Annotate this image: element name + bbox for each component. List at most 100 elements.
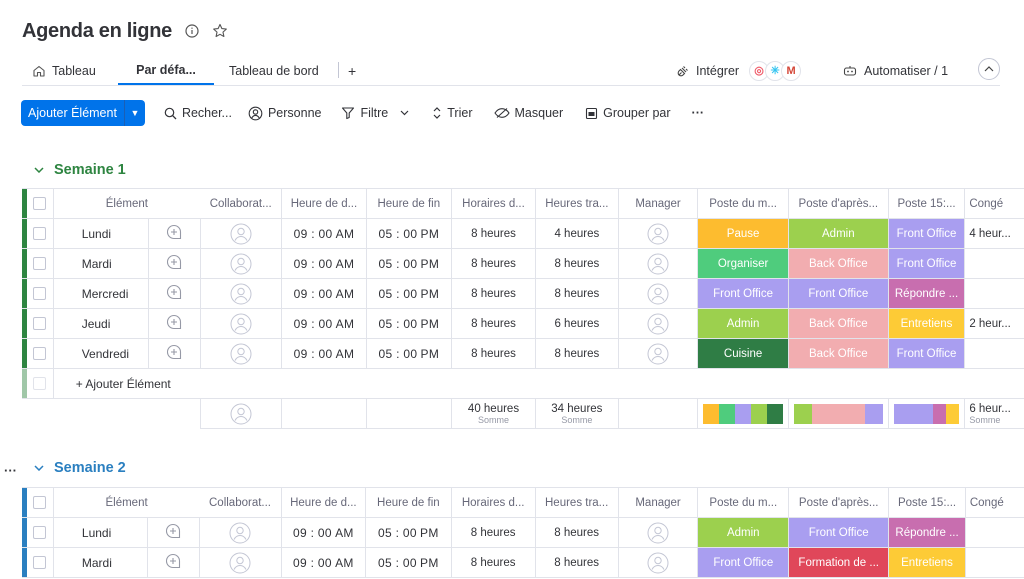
worked-hours[interactable]: 8 heures bbox=[535, 517, 619, 548]
column-header-worked[interactable]: Heures tra... bbox=[535, 487, 619, 518]
end-time-cell[interactable]: 05 : 00 PM bbox=[366, 338, 453, 369]
item-name[interactable]: Lundi bbox=[53, 517, 149, 548]
column-header-end[interactable]: Heure de fin bbox=[365, 487, 452, 518]
checkbox-cell[interactable] bbox=[26, 218, 54, 249]
column-header-afternoon[interactable]: Poste d'après... bbox=[788, 188, 889, 219]
status-afternoon[interactable]: Back Office bbox=[788, 308, 889, 339]
worked-hours[interactable]: 8 heures bbox=[535, 338, 619, 369]
column-header-manager[interactable]: Manager bbox=[618, 188, 699, 219]
add-update-button[interactable] bbox=[148, 338, 201, 369]
table-row[interactable]: Vendredi 09 : 00 AM 05 : 00 PM 8 heures 8 he… bbox=[22, 338, 1024, 369]
status-late[interactable]: Front Office bbox=[888, 248, 966, 279]
status-afternoon[interactable]: Formation de ... bbox=[788, 547, 890, 578]
worked-hours[interactable]: 8 heures bbox=[535, 248, 619, 279]
column-header-schedule[interactable]: Horaires d... bbox=[451, 188, 536, 219]
schedule-hours[interactable]: 8 heures bbox=[451, 308, 536, 339]
group-header[interactable]: Semaine 1 bbox=[30, 162, 126, 178]
status-late[interactable]: Front Office bbox=[888, 338, 966, 369]
status-morning[interactable]: Front Office bbox=[697, 278, 789, 309]
row-checkbox[interactable] bbox=[33, 227, 47, 240]
leave-cell[interactable] bbox=[964, 248, 1024, 279]
item-name[interactable]: Mardi bbox=[53, 248, 150, 279]
start-time-cell[interactable]: 09 : 00 AM bbox=[281, 338, 367, 369]
status-late[interactable]: Entretiens bbox=[888, 547, 966, 578]
column-header-morning[interactable]: Poste du m... bbox=[697, 188, 789, 219]
tab-default[interactable]: Par défa... bbox=[118, 56, 214, 85]
select-all-checkbox[interactable] bbox=[33, 496, 47, 509]
schedule-hours[interactable]: 8 heures bbox=[451, 517, 536, 548]
search-button[interactable]: Recher... bbox=[164, 106, 232, 120]
end-time-cell[interactable]: 05 : 00 PM bbox=[366, 248, 453, 279]
collapse-header-button[interactable] bbox=[978, 58, 1000, 80]
group-menu-icon[interactable]: ··· bbox=[4, 463, 17, 478]
row-checkbox[interactable] bbox=[33, 257, 47, 270]
add-item-button[interactable]: Ajouter Élément ▼ bbox=[21, 100, 145, 126]
column-header-schedule[interactable]: Horaires d... bbox=[451, 487, 536, 518]
start-time-cell[interactable]: 09 : 00 AM bbox=[281, 517, 366, 548]
column-header-worked[interactable]: Heures tra... bbox=[535, 188, 619, 219]
row-checkbox[interactable] bbox=[33, 526, 47, 539]
manager-cell[interactable] bbox=[618, 517, 699, 548]
chevron-down-icon[interactable] bbox=[400, 110, 409, 116]
column-header-start[interactable]: Heure de d... bbox=[281, 188, 367, 219]
collaborator-cell[interactable] bbox=[199, 547, 282, 578]
status-morning[interactable]: Front Office bbox=[697, 547, 790, 578]
select-all-checkbox[interactable] bbox=[33, 197, 47, 210]
checkbox-cell[interactable] bbox=[26, 278, 54, 309]
status-morning[interactable]: Cuisine bbox=[697, 338, 789, 369]
start-time-cell[interactable]: 09 : 00 AM bbox=[281, 278, 367, 309]
status-afternoon[interactable]: Front Office bbox=[788, 517, 890, 548]
schedule-hours[interactable]: 8 heures bbox=[451, 218, 536, 249]
table-row[interactable]: Mardi 09 : 00 AM 05 : 00 PM 8 heures 8 heure… bbox=[22, 547, 1024, 578]
column-header-item[interactable]: Élément bbox=[53, 188, 201, 219]
worked-hours[interactable]: 6 heures bbox=[535, 308, 619, 339]
table-row[interactable]: Lundi 09 : 00 AM 05 : 00 PM 8 heures 8 heure… bbox=[22, 517, 1024, 548]
start-time-cell[interactable]: 09 : 00 AM bbox=[281, 547, 366, 578]
status-afternoon[interactable]: Back Office bbox=[788, 338, 889, 369]
filter-button[interactable]: Filtre bbox=[341, 106, 414, 120]
leave-cell[interactable] bbox=[964, 278, 1024, 309]
manager-cell[interactable] bbox=[618, 308, 699, 339]
schedule-hours[interactable]: 8 heures bbox=[451, 338, 536, 369]
item-name[interactable]: Lundi bbox=[53, 218, 150, 249]
schedule-hours[interactable]: 8 heures bbox=[451, 248, 536, 279]
status-late[interactable]: Répondre ... bbox=[888, 517, 966, 548]
start-time-cell[interactable]: 09 : 00 AM bbox=[281, 308, 367, 339]
chevron-down-icon[interactable]: ▼ bbox=[130, 108, 140, 118]
column-header-collaborator[interactable]: Collaborat... bbox=[200, 188, 283, 219]
row-checkbox[interactable] bbox=[33, 556, 47, 569]
add-view-button[interactable]: + bbox=[348, 56, 356, 85]
worked-hours[interactable]: 4 heures bbox=[535, 218, 619, 249]
schedule-hours[interactable]: 8 heures bbox=[451, 278, 536, 309]
collaborator-cell[interactable] bbox=[200, 248, 283, 279]
group-title[interactable]: Semaine 1 bbox=[54, 162, 126, 178]
status-afternoon[interactable]: Front Office bbox=[788, 278, 889, 309]
person-filter-button[interactable]: Personne bbox=[248, 106, 321, 121]
column-header-morning[interactable]: Poste du m... bbox=[697, 487, 790, 518]
manager-cell[interactable] bbox=[618, 338, 699, 369]
item-name[interactable]: Jeudi bbox=[53, 308, 150, 339]
leave-cell[interactable]: 4 heur... bbox=[964, 218, 1024, 249]
hide-button[interactable]: Masquer bbox=[493, 106, 563, 120]
column-header-afternoon[interactable]: Poste d'après... bbox=[788, 487, 890, 518]
add-update-button[interactable] bbox=[148, 278, 201, 309]
end-time-cell[interactable]: 05 : 00 PM bbox=[366, 218, 453, 249]
manager-cell[interactable] bbox=[618, 278, 699, 309]
status-morning[interactable]: Admin bbox=[697, 517, 790, 548]
table-row[interactable]: Mercredi 09 : 00 AM 05 : 00 PM 8 heures 8 he… bbox=[22, 278, 1024, 309]
group-title[interactable]: Semaine 2 bbox=[54, 460, 126, 476]
end-time-cell[interactable]: 05 : 00 PM bbox=[365, 517, 452, 548]
checkbox-cell[interactable] bbox=[26, 547, 54, 578]
add-item-input[interactable]: + Ajouter Élément bbox=[53, 368, 1024, 399]
table-row[interactable]: Mardi 09 : 00 AM 05 : 00 PM 8 heures 8 heure… bbox=[22, 248, 1024, 279]
manager-cell[interactable] bbox=[618, 218, 699, 249]
row-checkbox[interactable] bbox=[33, 347, 47, 360]
add-update-button[interactable] bbox=[148, 248, 201, 279]
checkbox-cell[interactable] bbox=[26, 338, 54, 369]
end-time-cell[interactable]: 05 : 00 PM bbox=[365, 547, 452, 578]
tab-tableau[interactable]: Tableau bbox=[32, 56, 96, 85]
checkbox-cell[interactable] bbox=[26, 308, 54, 339]
status-late[interactable]: Front Office bbox=[888, 218, 966, 249]
column-header-start[interactable]: Heure de d... bbox=[281, 487, 366, 518]
star-icon[interactable] bbox=[212, 23, 228, 39]
